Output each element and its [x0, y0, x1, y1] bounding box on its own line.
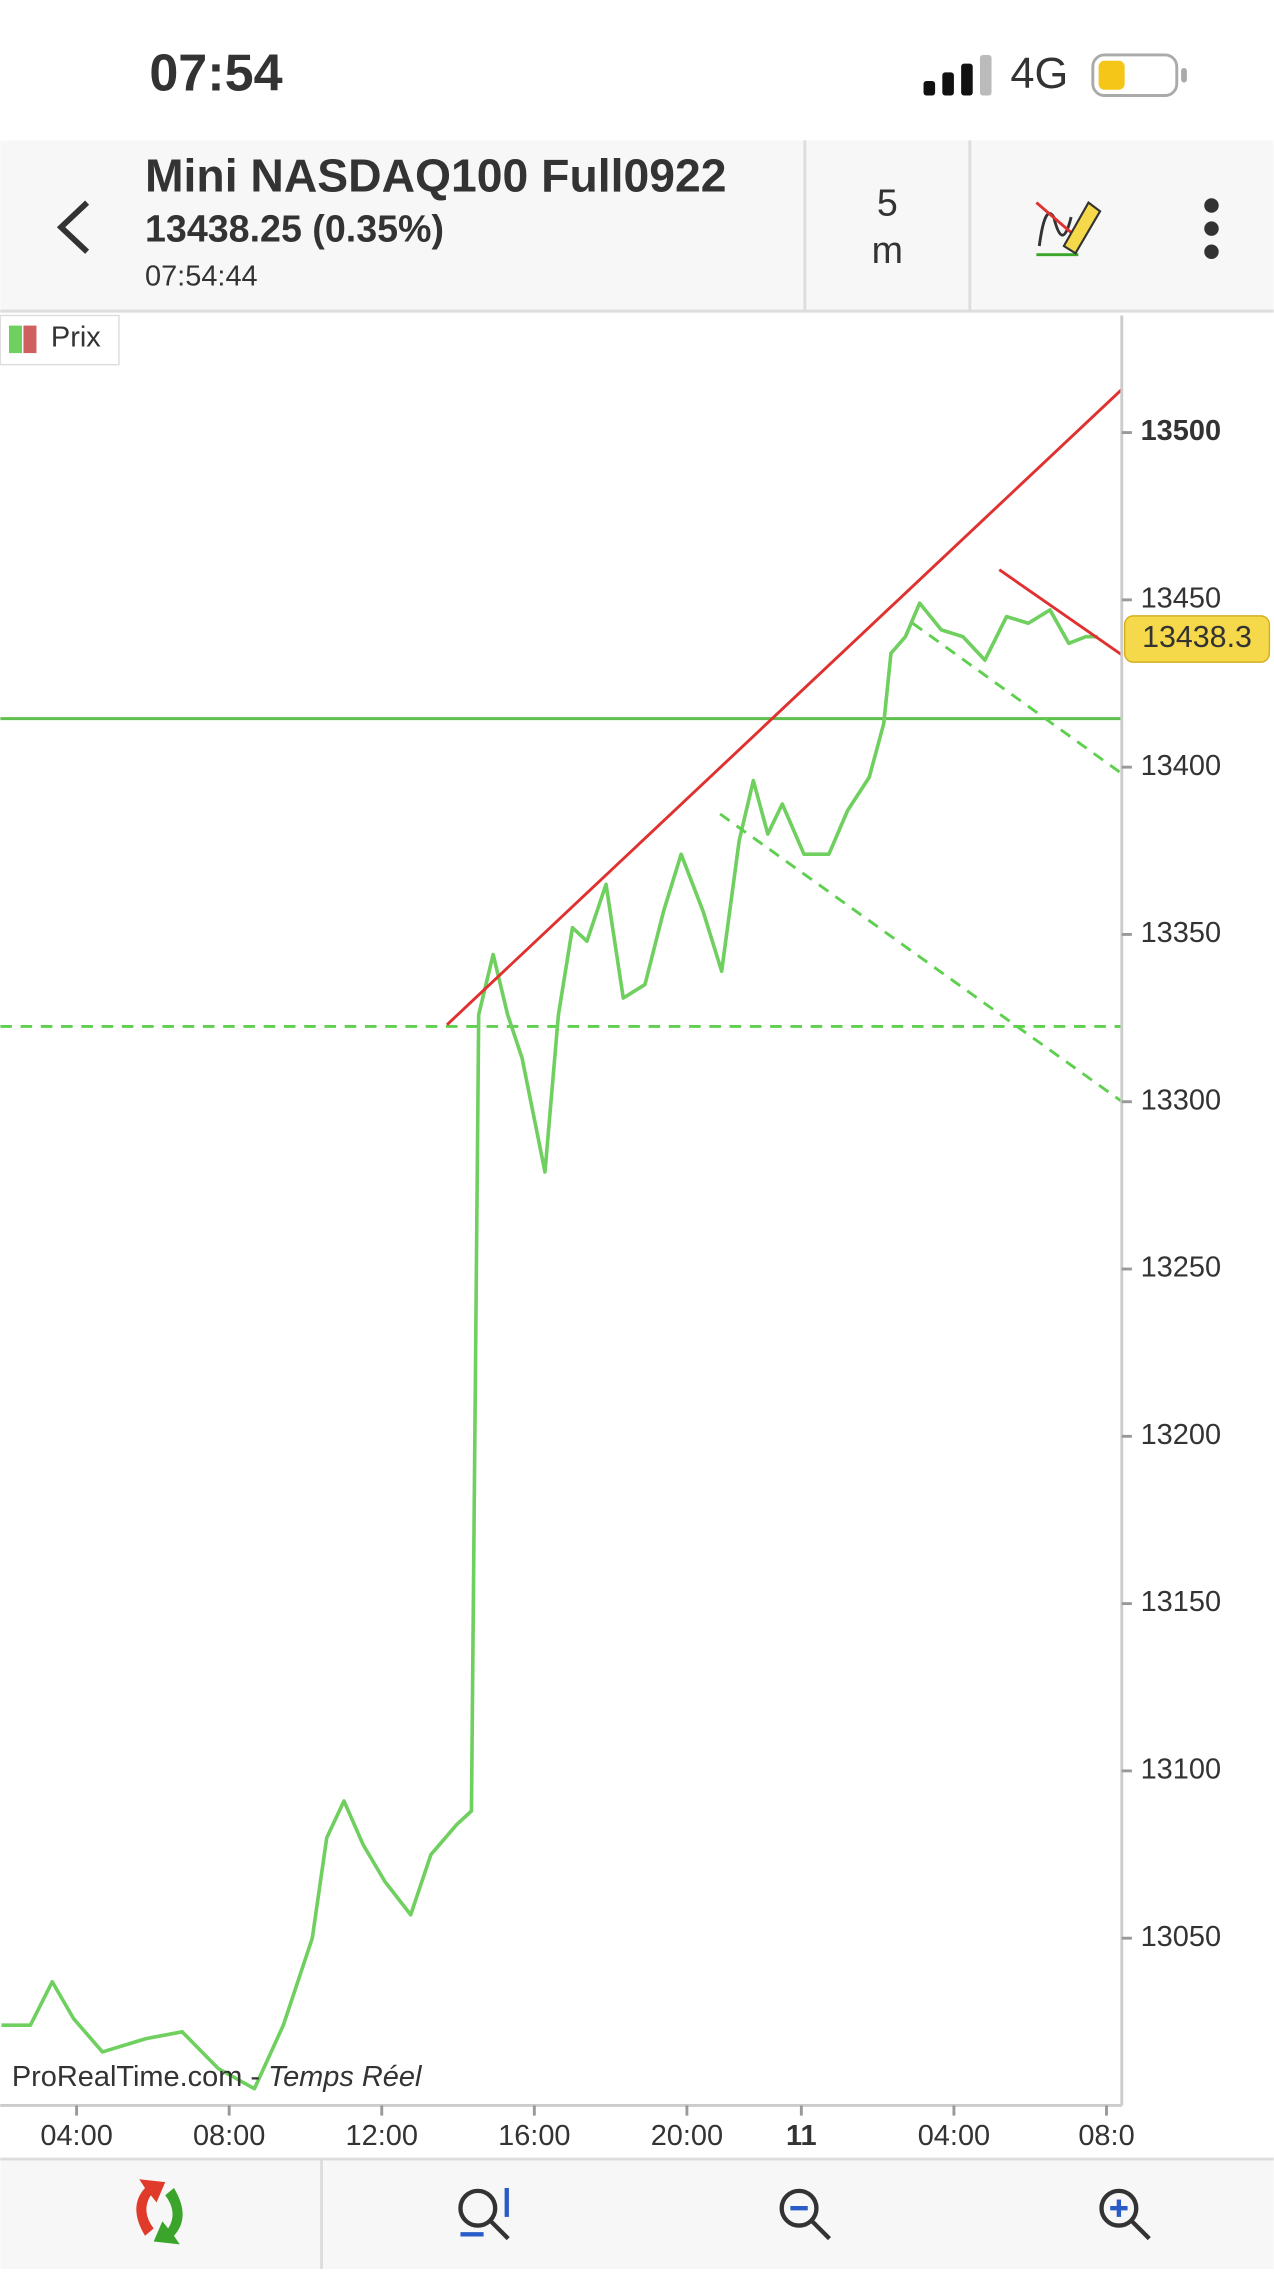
timestamp: 07:54:44: [145, 260, 258, 292]
trend-line: [445, 388, 1122, 1026]
instrument-title: Mini NASDAQ100 Full0922: [145, 150, 726, 202]
legend-box: [0, 314, 120, 366]
x-tick-label: 12:00: [346, 2120, 418, 2152]
status-time: 07:54: [149, 44, 282, 102]
y-tick-label: 13150: [1141, 1586, 1221, 1618]
legend: Prix: [0, 314, 120, 366]
x-tick-label: 04:00: [40, 2120, 112, 2152]
draw-tool-button[interactable]: [1035, 200, 1102, 257]
price-line: [1, 601, 1098, 2091]
back-button[interactable]: [56, 200, 90, 254]
trend-line: [911, 622, 1122, 776]
interval-value: 5: [877, 181, 898, 223]
toolbar: [0, 2159, 1274, 2269]
interval-unit: m: [872, 229, 903, 271]
interval-button[interactable]: 5 m: [872, 181, 903, 271]
x-tick-label: 08:0: [1078, 2120, 1134, 2152]
zoom-in-button[interactable]: [1099, 2188, 1151, 2241]
signal-icon: [923, 54, 992, 96]
x-tick-label: 11: [786, 2120, 817, 2152]
y-tick-label: 13250: [1141, 1252, 1221, 1284]
x-tick-label: 04:00: [918, 2120, 990, 2152]
y-tick-label: 13050: [1141, 1921, 1221, 1953]
quote: 13438.25 (0.35%): [145, 207, 444, 249]
legend-label: Prix: [51, 321, 101, 353]
battery-icon: [1091, 53, 1187, 97]
y-tick-label: 13100: [1141, 1754, 1221, 1786]
trend-line: [719, 812, 1122, 1103]
legend-swatch: [8, 325, 22, 354]
zoom-out-button[interactable]: [779, 2188, 831, 2241]
menu-button[interactable]: [1204, 198, 1219, 260]
y-tick-label: 13500: [1141, 415, 1221, 447]
last-price-label: 13438.3: [1142, 620, 1252, 654]
watermark-separator: -: [250, 2061, 260, 2093]
y-tick-label: 13400: [1141, 750, 1221, 782]
x-tick-label: 20:00: [651, 2120, 723, 2152]
watermark-mode: Temps Réel: [268, 2061, 423, 2093]
status-bar: [0, 0, 1274, 141]
y-tick-label: 13350: [1141, 917, 1221, 949]
watermark-site: ProRealTime.com: [12, 2061, 242, 2093]
last-price-box: [1123, 615, 1271, 663]
y-tick-label: 13450: [1141, 582, 1221, 614]
x-tick-label: 16:00: [498, 2120, 570, 2152]
legend-swatch: [23, 325, 37, 354]
plot-area: [0, 388, 1122, 2091]
y-tick-label: 13300: [1141, 1084, 1221, 1116]
watermark: ProRealTime.com - Temps Réel: [12, 2061, 423, 2093]
trend-line: [998, 568, 1122, 657]
x-tick-label: 08:00: [193, 2120, 265, 2152]
refresh-button[interactable]: [136, 2179, 183, 2245]
network-type: 4G: [1010, 50, 1068, 98]
y-tick-label: 13200: [1141, 1419, 1221, 1451]
zoom-fit-button[interactable]: [458, 2187, 510, 2241]
